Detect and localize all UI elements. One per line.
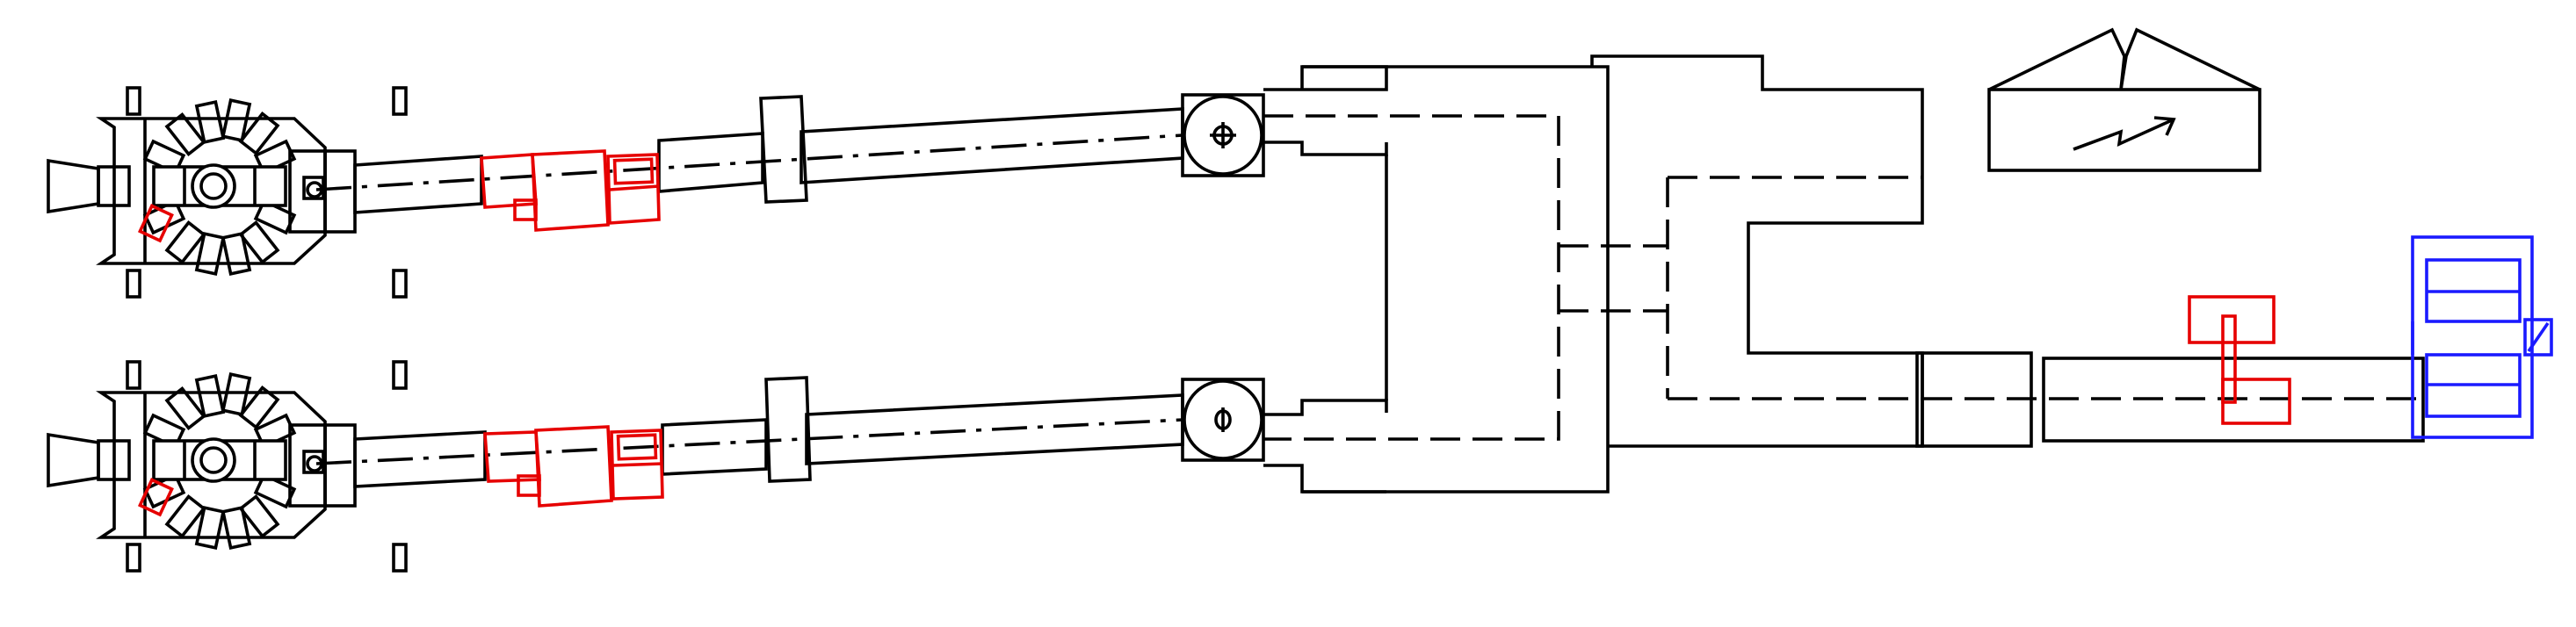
- lower-rotor-blades: [142, 372, 297, 550]
- upper-joint: [1181, 93, 1265, 177]
- output-crank: [2188, 295, 2291, 425]
- lower-shaft: [315, 376, 1184, 488]
- lower-joint: [1181, 378, 1265, 462]
- pivot-icon: [1210, 122, 1236, 148]
- lower-coupling: [483, 425, 664, 508]
- lightning-icon: [2073, 116, 2176, 151]
- pivot-icon: [1214, 407, 1232, 432]
- end-bracket: [2411, 235, 2553, 439]
- upper-rotor-blades: [142, 98, 297, 276]
- motor-symbol: [1987, 27, 2261, 172]
- gearbox-housing: [1263, 54, 1924, 494]
- upper-shaft: [315, 95, 1184, 214]
- upper-drive-head: [47, 86, 408, 299]
- output-shaft: [1915, 351, 2425, 448]
- upper-coupling: [480, 149, 661, 232]
- lower-drive-head: [47, 360, 408, 573]
